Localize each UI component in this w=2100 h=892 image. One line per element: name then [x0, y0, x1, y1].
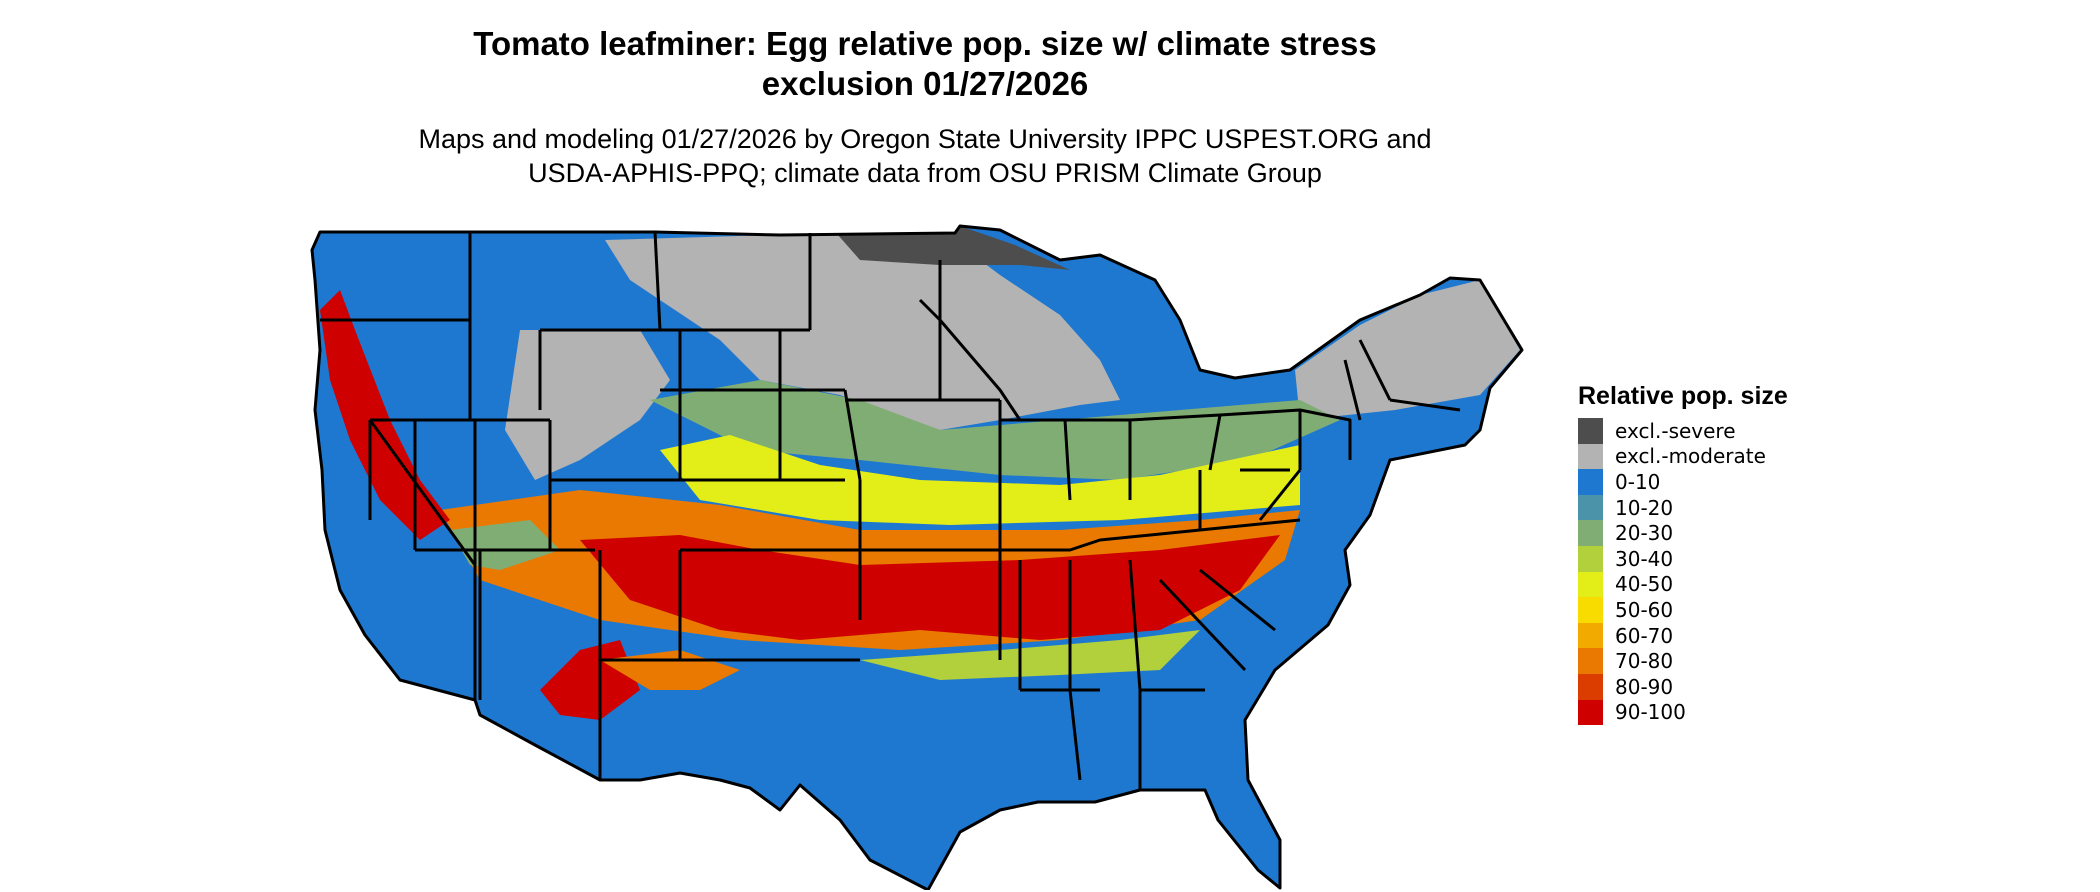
- legend-item: 50-60: [1578, 597, 1788, 623]
- legend-item: excl.-severe: [1578, 418, 1788, 444]
- legend-title: Relative pop. size: [1578, 382, 1788, 410]
- legend-swatch: [1578, 469, 1603, 495]
- legend-label: excl.-moderate: [1615, 444, 1766, 469]
- legend-swatch: [1578, 622, 1603, 649]
- legend-item: 90-100: [1578, 699, 1788, 726]
- subtitle-line-1: Maps and modeling 01/27/2026 by Oregon S…: [418, 124, 1432, 154]
- legend-swatch: [1578, 418, 1603, 444]
- legend-item: excl.-moderate: [1578, 443, 1788, 470]
- zone-severe-exclusion: [830, 226, 1070, 270]
- legend-label: excl.-severe: [1615, 418, 1736, 443]
- legend-swatch: [1578, 494, 1603, 521]
- subtitle-line-2: USDA-APHIS-PPQ; climate data from OSU PR…: [528, 158, 1322, 188]
- legend-swatch: [1578, 443, 1603, 470]
- map-title: Tomato leafminer: Egg relative pop. size…: [0, 24, 1850, 104]
- title-line-1: Tomato leafminer: Egg relative pop. size…: [473, 25, 1377, 62]
- us-map: [310, 224, 1524, 890]
- legend-item: 60-70: [1578, 622, 1788, 649]
- legend-item: 10-20: [1578, 494, 1788, 521]
- climate-zones: [312, 226, 1522, 890]
- legend-swatch: [1578, 699, 1603, 726]
- zone-90-100-core: [580, 535, 1280, 640]
- legend-swatch: [1578, 597, 1603, 623]
- legend-item: 40-50: [1578, 571, 1788, 598]
- state-borders: [310, 224, 1524, 890]
- legend-label: 30-40: [1615, 546, 1674, 571]
- zone-40-50-band: [660, 435, 1300, 525]
- legend-item: 30-40: [1578, 545, 1788, 572]
- legend-label: 10-20: [1615, 495, 1674, 520]
- legend-items: excl.-severe excl.-moderate 0-10 10-20 20-30…: [1578, 418, 1788, 726]
- map-subtitle: Maps and modeling 01/27/2026 by Oregon S…: [0, 122, 1850, 190]
- legend-item: 0-10: [1578, 469, 1788, 495]
- legend-label: 70-80: [1615, 649, 1674, 674]
- legend-swatch: [1578, 648, 1603, 674]
- legend-item: 70-80: [1578, 648, 1788, 674]
- legend-label: 40-50: [1615, 572, 1674, 597]
- legend-swatch: [1578, 545, 1603, 572]
- state-lines-south: [1000, 518, 1301, 790]
- zone-30-40-southeast: [860, 630, 1200, 680]
- country-outline: [310, 224, 1524, 890]
- legend-label: 60-70: [1615, 623, 1674, 648]
- legend-label: 0-10: [1615, 469, 1661, 494]
- legend-item: 20-30: [1578, 520, 1788, 546]
- title-line-2: exclusion 01/27/2026: [761, 65, 1089, 102]
- legend-label: 50-60: [1615, 597, 1674, 622]
- legend-label: 90-100: [1615, 700, 1686, 725]
- zone-20-30-southwest: [450, 520, 560, 570]
- zone-90-100-california: [320, 290, 450, 540]
- state-lines-west: [320, 232, 780, 780]
- zone-moderate-exclusion-wyoming: [505, 330, 670, 480]
- legend-swatch: [1578, 673, 1603, 700]
- zone-20-30-band: [650, 380, 1340, 480]
- state-lines-east: [1198, 339, 1461, 530]
- legend: Relative pop. size excl.-severe excl.-mod…: [1578, 380, 1788, 726]
- legend-swatch: [1578, 571, 1603, 598]
- legend-label: 80-90: [1615, 674, 1674, 699]
- legend-label: 20-30: [1615, 521, 1674, 546]
- legend-swatch: [1578, 520, 1603, 546]
- legend-item: 80-90: [1578, 673, 1788, 700]
